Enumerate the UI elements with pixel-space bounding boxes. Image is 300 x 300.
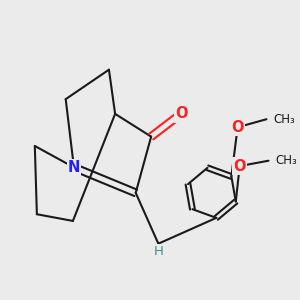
Text: O: O bbox=[233, 159, 246, 174]
Text: O: O bbox=[175, 106, 187, 122]
Text: N: N bbox=[68, 160, 80, 175]
Text: H: H bbox=[153, 245, 163, 258]
Text: O: O bbox=[231, 120, 244, 135]
Text: CH₃: CH₃ bbox=[273, 113, 295, 126]
Text: CH₃: CH₃ bbox=[275, 154, 297, 167]
